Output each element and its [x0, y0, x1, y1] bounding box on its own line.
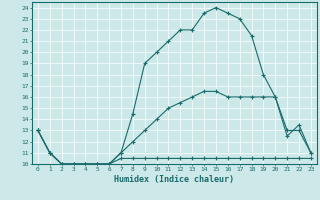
- X-axis label: Humidex (Indice chaleur): Humidex (Indice chaleur): [115, 175, 234, 184]
